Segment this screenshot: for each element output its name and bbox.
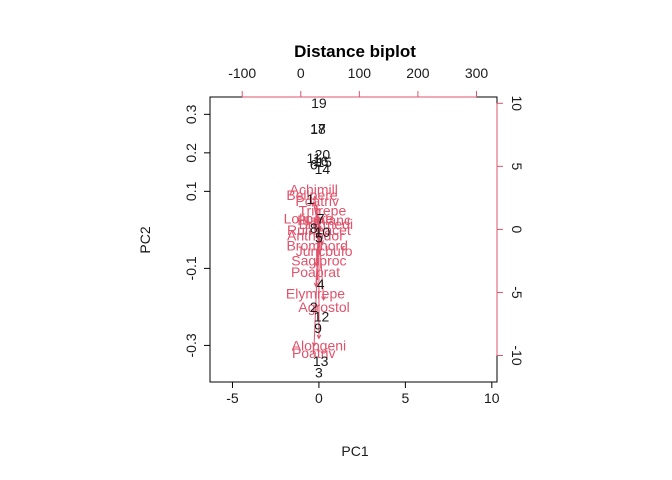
site-label: 16 [313,153,329,169]
species-label: Bellpere [286,187,338,203]
species-label: Lolipere [284,210,334,226]
species-label: Poatriv [295,193,339,209]
x-tick-label: 0 [315,390,323,406]
species-arrowhead [319,240,324,246]
y-tick-label: 0.1 [183,181,199,201]
site-label: 4 [317,276,325,292]
species-label: Poaprat [291,264,340,280]
species-arrowhead [313,282,319,288]
site-label: 3 [315,364,323,380]
right-tick-label: -5 [509,286,525,299]
plot-frame [209,96,498,383]
species-arrow [318,229,325,300]
species-label: Trifrepe [299,203,347,219]
y-tick-label: 0.3 [183,104,199,124]
species-label: Sagiproc [291,253,346,269]
species-label: Poatriv [292,345,336,361]
right-tick-label: 0 [509,226,525,234]
species-arrow [313,229,320,347]
site-label: 20 [315,146,331,162]
species-label: Elymrepe [286,285,345,301]
site-label: 13 [313,353,329,369]
x-tick-label: 5 [401,390,409,406]
species-arrow [312,201,320,230]
site-label: 15 [316,154,332,170]
species-arrowhead [312,195,318,201]
species-label: Bromhord [286,237,347,253]
species-label: Rumeacet [287,222,351,238]
site-label: 6 [310,156,318,172]
x-axis-label: PC1 [341,443,368,459]
site-label: 1 [306,191,314,207]
site-label: 8 [310,220,318,236]
species-label: Agrostol [298,299,349,315]
x-tick-label: -5 [226,390,239,406]
top-tick-label: 0 [297,65,305,81]
chart-title: Distance biplot [294,42,416,61]
site-label: 2 [310,299,318,315]
axes-group: -5 0 5 10-0.3-0.10.10.20.3-100 0 100 200 300-10… [183,65,525,406]
top-tick-label: 300 [465,65,489,81]
species-arrowhead [318,216,323,222]
species-arrows [311,195,326,348]
species-arrowhead [311,201,317,207]
species-arrowhead [321,296,326,301]
species-arrowhead [316,334,322,340]
y-tick-label: 0.2 [183,143,199,163]
right-tick-label: 5 [509,162,525,170]
top-tick-label: 200 [406,65,430,81]
site-label: 18 [310,121,326,137]
site-label: 7 [317,210,325,226]
site-label: 14 [315,161,331,177]
y-tick-label: -0.3 [183,333,199,357]
site-label: 10 [315,224,331,240]
species-label: Achimill [290,181,338,197]
x-tick-label: 10 [484,390,500,406]
y-axis-label: PC2 [137,226,153,253]
y-tick-label: -0.1 [183,256,199,280]
species-arrowhead [312,222,318,228]
right-tick-label: 10 [509,96,525,112]
species-label: Planlanc [297,212,351,228]
right-tick-label: -10 [509,345,525,365]
top-tick-label: -100 [228,65,256,81]
species-label: Juncbufo [296,243,353,259]
species-label: Alopgeni [292,337,347,353]
species-label: Brizmedi [299,216,353,232]
site-label: 19 [311,95,327,111]
species-arrowhead [311,342,317,348]
species-label: Anthodor [287,228,344,244]
site-label: 17 [310,121,326,137]
site-label: 5 [315,230,323,246]
species-arrowhead [315,206,321,212]
top-tick-label: 100 [348,65,372,81]
site-label: 12 [314,309,330,325]
species-arrow [317,207,320,230]
site-label: 11 [306,150,321,166]
site-label: 9 [314,320,322,336]
species-labels: AchimillBellperePoatrivTrifrepeLolipereP… [284,181,353,361]
